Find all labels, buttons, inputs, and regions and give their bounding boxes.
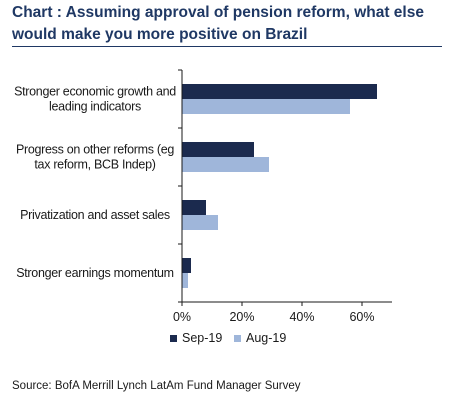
category-label-1: Progress on other reforms (eg tax reform,… <box>16 143 174 172</box>
legend-label-sep-19: Sep-19 <box>182 331 222 345</box>
legend-swatch-sep-19 <box>170 335 177 342</box>
bar-aug-19-1 <box>182 157 269 172</box>
category-label-3: Stronger earnings momentum <box>16 266 174 280</box>
source-note: Source: BofA Merrill Lynch LatAm Fund Ma… <box>12 380 301 392</box>
x-tick-label-2: 40% <box>289 310 314 324</box>
legend-label-aug-19: Aug-19 <box>246 331 286 345</box>
bar-sep-19-1 <box>182 142 254 157</box>
category-label-2: Privatization and asset sales <box>20 208 170 222</box>
bar-sep-19-0 <box>182 84 377 99</box>
bar-aug-19-2 <box>182 215 218 230</box>
x-tick-label-0: 0% <box>173 310 191 324</box>
chart-title: Chart : Assuming approval of pension ref… <box>12 4 424 43</box>
x-tick-label-1: 20% <box>229 310 254 324</box>
bar-chart: Stronger economic growth and leading indi… <box>14 69 392 345</box>
legend-swatch-aug-19 <box>234 335 241 342</box>
bar-aug-19-0 <box>182 99 350 114</box>
bar-aug-19-3 <box>182 273 188 288</box>
category-label-0: Stronger economic growth and leading indi… <box>14 85 176 114</box>
bar-sep-19-3 <box>182 258 191 273</box>
x-tick-label-3: 60% <box>349 310 374 324</box>
bar-sep-19-2 <box>182 200 206 215</box>
title-divider <box>12 46 442 47</box>
